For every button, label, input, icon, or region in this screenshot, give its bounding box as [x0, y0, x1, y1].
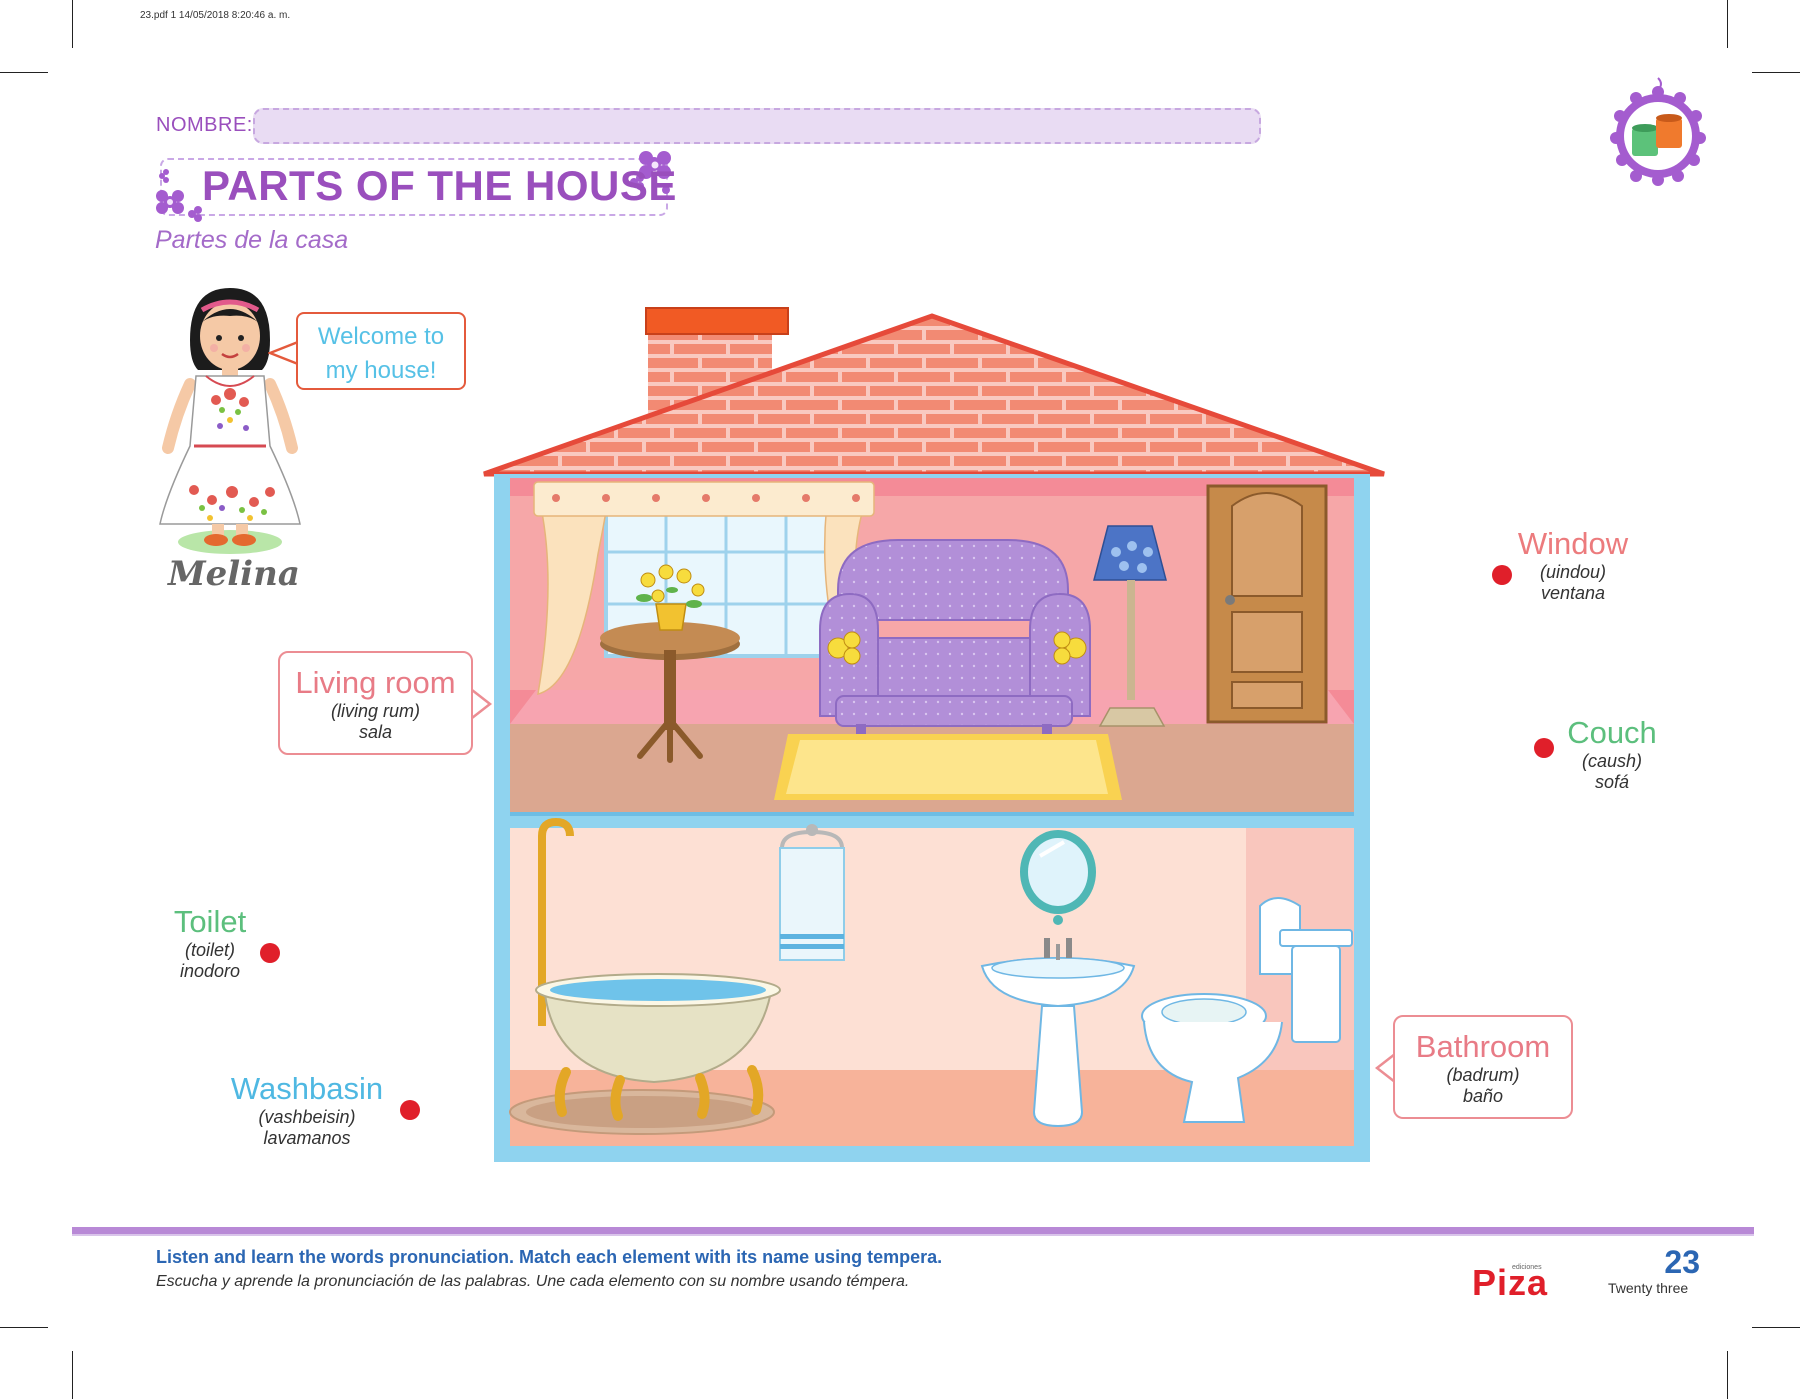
couch-pronunciation: (caush) [1581, 751, 1643, 771]
window-title: Window [1517, 526, 1629, 561]
toilet-match-dot[interactable] [260, 943, 280, 963]
name-field[interactable] [253, 108, 1261, 144]
crop-mark [1727, 0, 1728, 48]
speech-bubble-tail [268, 340, 299, 366]
washbasin-spanish: lavamanos [263, 1128, 351, 1148]
page-number-words: Twenty three [1608, 1280, 1689, 1296]
page-subtitle: Partes de la casa [155, 226, 349, 254]
bathroom-spanish: baño [1462, 1086, 1504, 1106]
toilet-label: Toilet (toilet) inodoro [150, 904, 270, 982]
window-label: Window (uindou) ventana [1508, 526, 1638, 604]
crop-mark [72, 1351, 73, 1399]
character-name: Melina [168, 554, 300, 594]
bathroom-pronunciation: (badrum) [1446, 1065, 1520, 1085]
washbasin-match-dot[interactable] [400, 1100, 420, 1120]
girl-illustration [159, 288, 301, 554]
crop-mark [72, 0, 73, 48]
print-meta: 23.pdf 1 14/05/2018 8:20:46 a. m. [140, 10, 291, 21]
greeting-line-1: Welcome to [317, 323, 445, 350]
publisher-logo: Piza [1472, 1262, 1549, 1303]
label-pointer [471, 689, 493, 719]
bathroom-title: Bathroom [1415, 1029, 1551, 1064]
page-title: PARTS OF THE HOUSE [202, 162, 677, 209]
publisher-tagline: ediciones [1512, 1264, 1542, 1271]
couch-label: Couch (caush) sofá [1552, 715, 1672, 793]
flower-decoration-icon [630, 151, 671, 194]
couch-match-dot[interactable] [1534, 738, 1554, 758]
living-room-pronunciation: (living rum) [330, 701, 420, 721]
window-match-dot[interactable] [1492, 565, 1512, 585]
page-number: 23 [1664, 1244, 1700, 1280]
living-room-label: Living room (living rum) sala [278, 651, 473, 755]
living-room-spanish: sala [358, 722, 393, 742]
crop-mark [1752, 72, 1800, 73]
crop-mark [1752, 1327, 1800, 1328]
couch-title: Couch [1567, 715, 1657, 750]
toilet-title: Toilet [173, 904, 247, 939]
window-pronunciation: (uindou) [1539, 562, 1607, 582]
crop-mark [0, 72, 48, 73]
toilet-spanish: inodoro [179, 961, 241, 981]
living-room-title: Living room [295, 665, 456, 700]
bathroom-label: Bathroom (badrum) baño [1393, 1015, 1573, 1119]
footer-rule [72, 1227, 1754, 1234]
instruction-spanish: Escucha y aprende la pronunciación de la… [156, 1273, 910, 1290]
tempera-paint-icon [1610, 77, 1706, 186]
crop-mark [1727, 1351, 1728, 1399]
label-pointer [1374, 1053, 1396, 1083]
washbasin-pronunciation: (vashbeisin) [258, 1107, 356, 1127]
washbasin-label: Washbasin (vashbeisin) lavamanos [222, 1071, 392, 1149]
instruction-english: Listen and learn the words pronunciation… [156, 1247, 943, 1267]
greeting-line-2: my house! [325, 357, 437, 384]
couch-spanish: sofá [1594, 772, 1630, 792]
washbasin-title: Washbasin [230, 1071, 384, 1106]
welcome-speech-bubble: Welcome to my house! [296, 312, 466, 390]
toilet-pronunciation: (toilet) [184, 940, 235, 960]
house-illustration [483, 307, 1385, 1162]
name-label: NOMBRE: [156, 114, 253, 136]
footer-rule-shadow [72, 1234, 1754, 1236]
crop-mark [0, 1327, 48, 1328]
window-spanish: ventana [1540, 583, 1606, 603]
flower-decoration-icon [156, 169, 202, 222]
